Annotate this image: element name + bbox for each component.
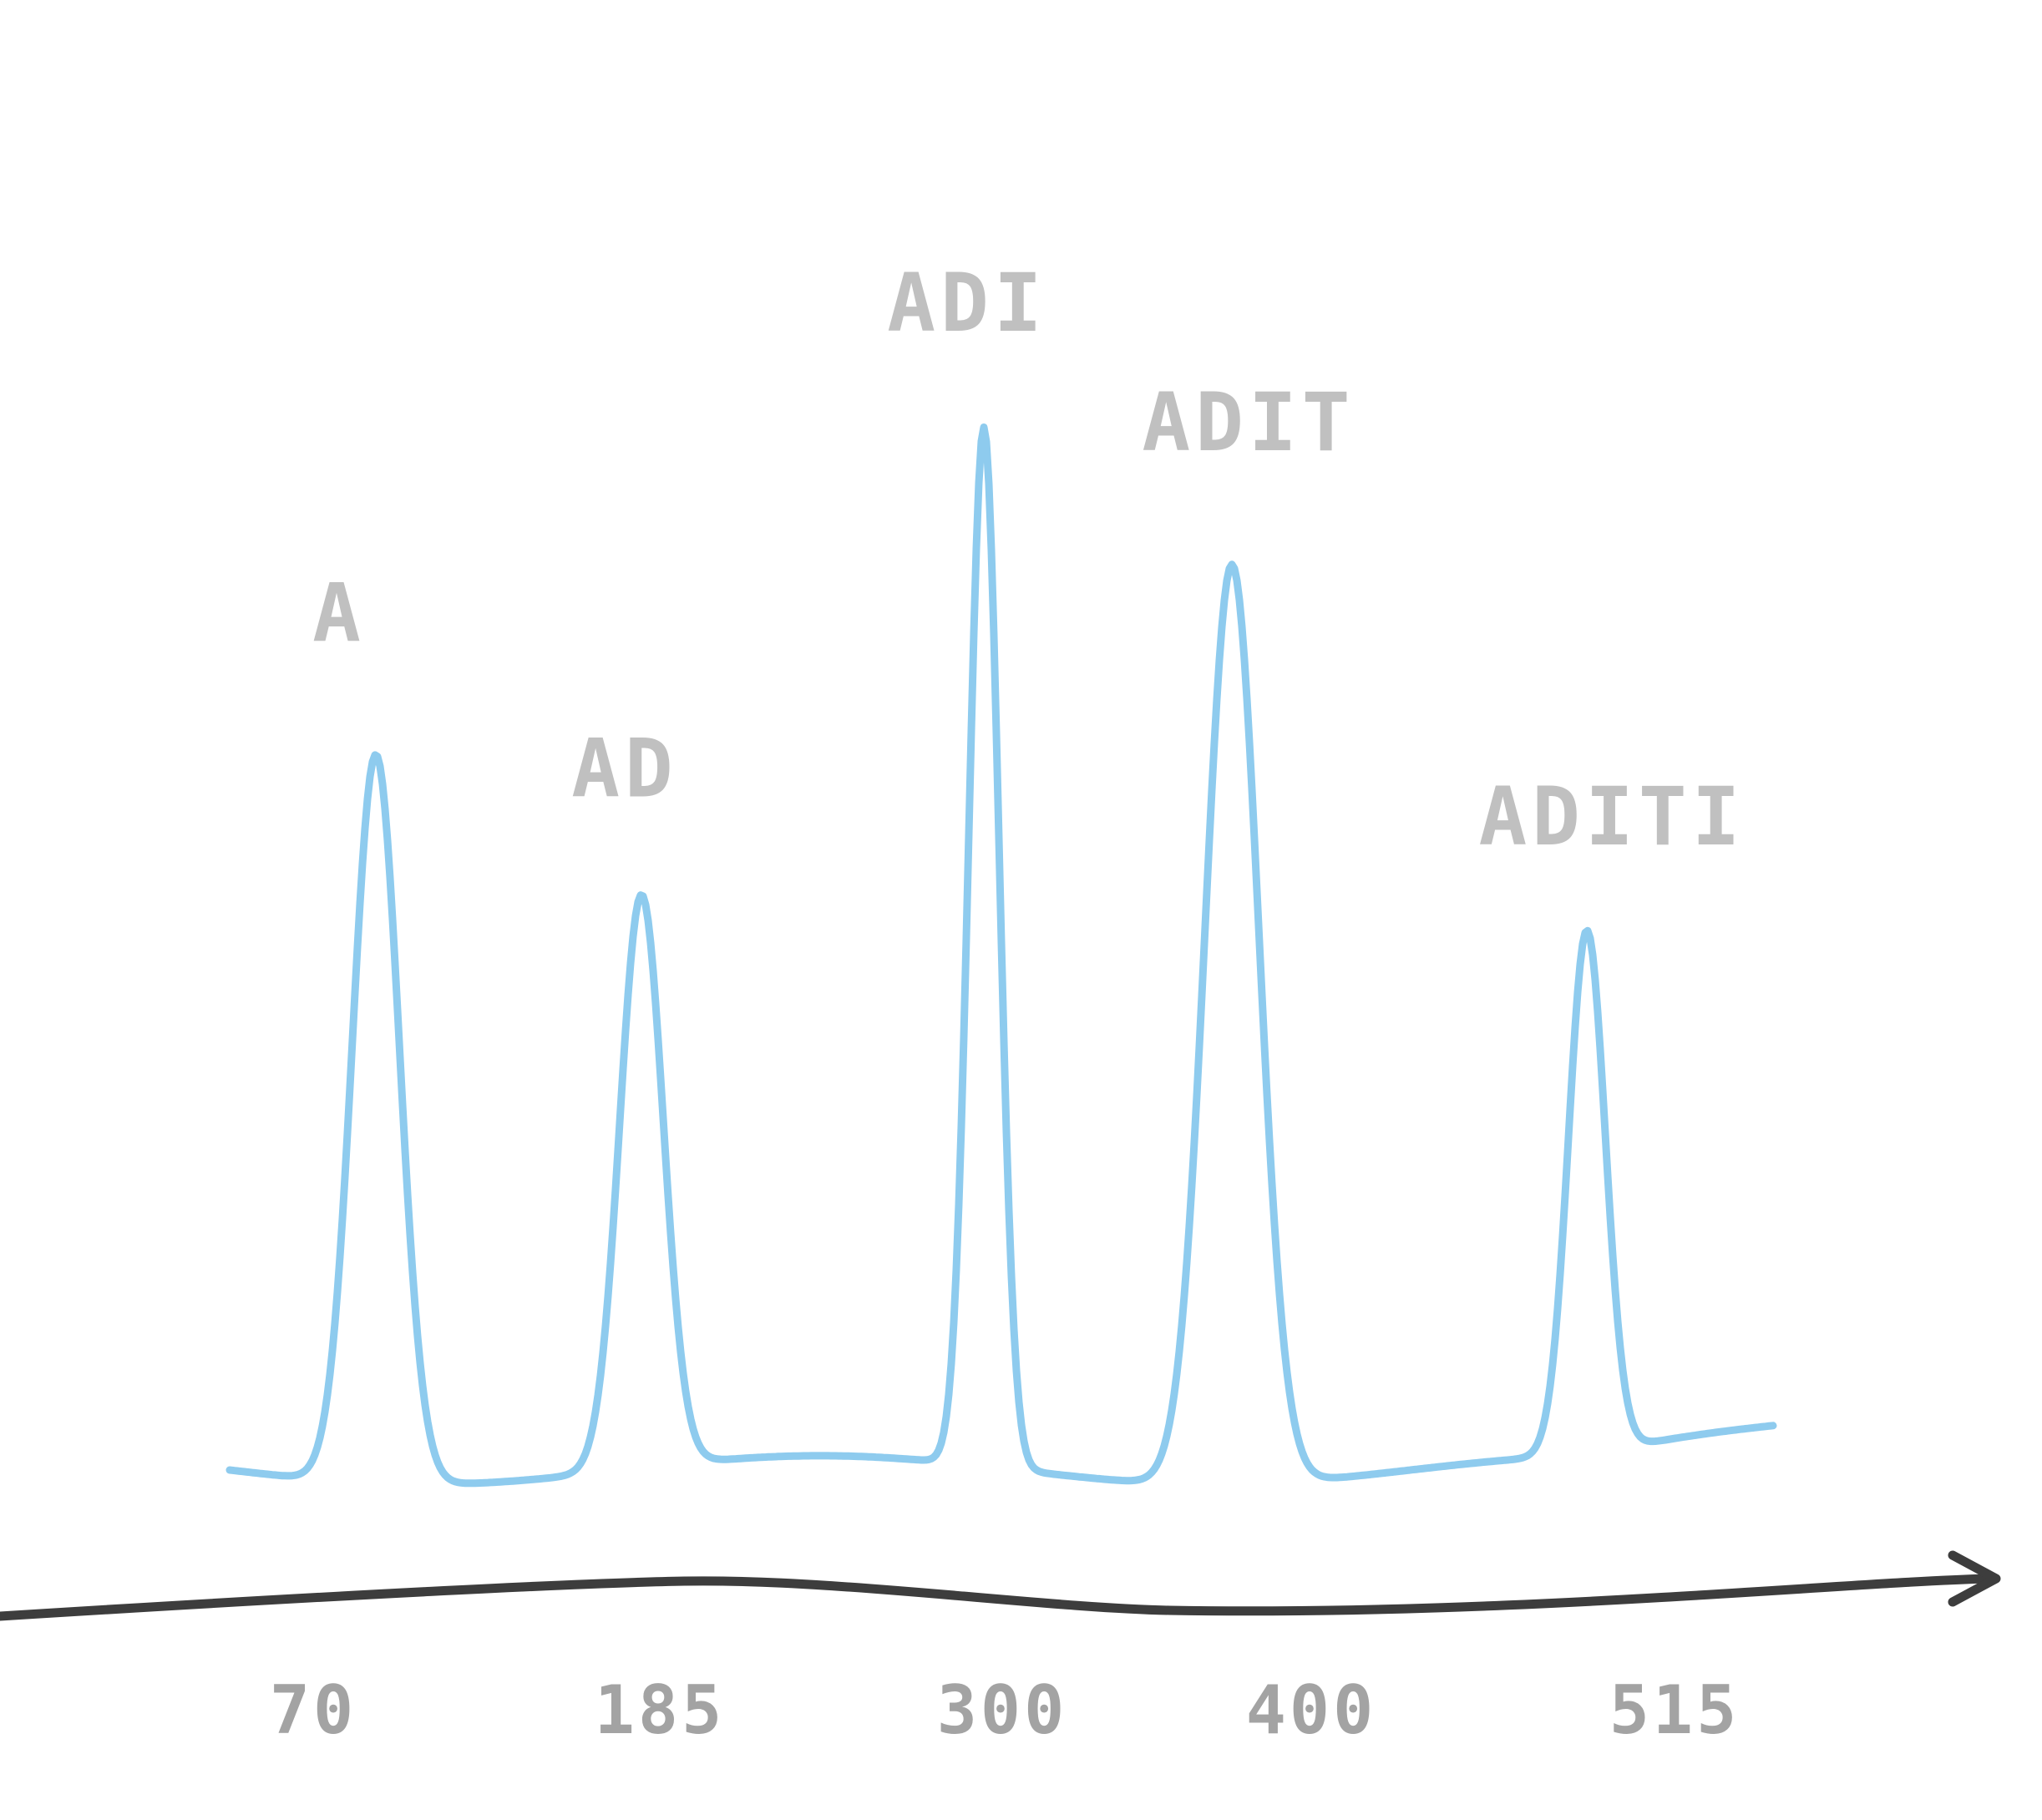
- x-tick-label: 515: [1609, 1671, 1741, 1749]
- signal-trace: [225, 423, 1777, 1488]
- peak-label: ADIT: [1142, 376, 1355, 469]
- x-tick-label: 185: [595, 1671, 726, 1749]
- peak-label: AD: [571, 722, 678, 816]
- peak-label: A: [312, 567, 366, 661]
- peak-labels: A AD ADI ADIT ADITI: [312, 256, 1746, 864]
- x-tick-labels: 70 185 300 400 515: [270, 1671, 1741, 1749]
- x-axis-arrow-icon: [1948, 1550, 2001, 1607]
- x-tick-label: 300: [937, 1671, 1068, 1749]
- peak-label: ADI: [887, 256, 1046, 350]
- peak-label: ADITI: [1479, 770, 1746, 864]
- x-axis-line: [0, 1574, 1993, 1621]
- x-tick-label: 70: [270, 1671, 357, 1749]
- x-tick-label: 400: [1246, 1671, 1377, 1749]
